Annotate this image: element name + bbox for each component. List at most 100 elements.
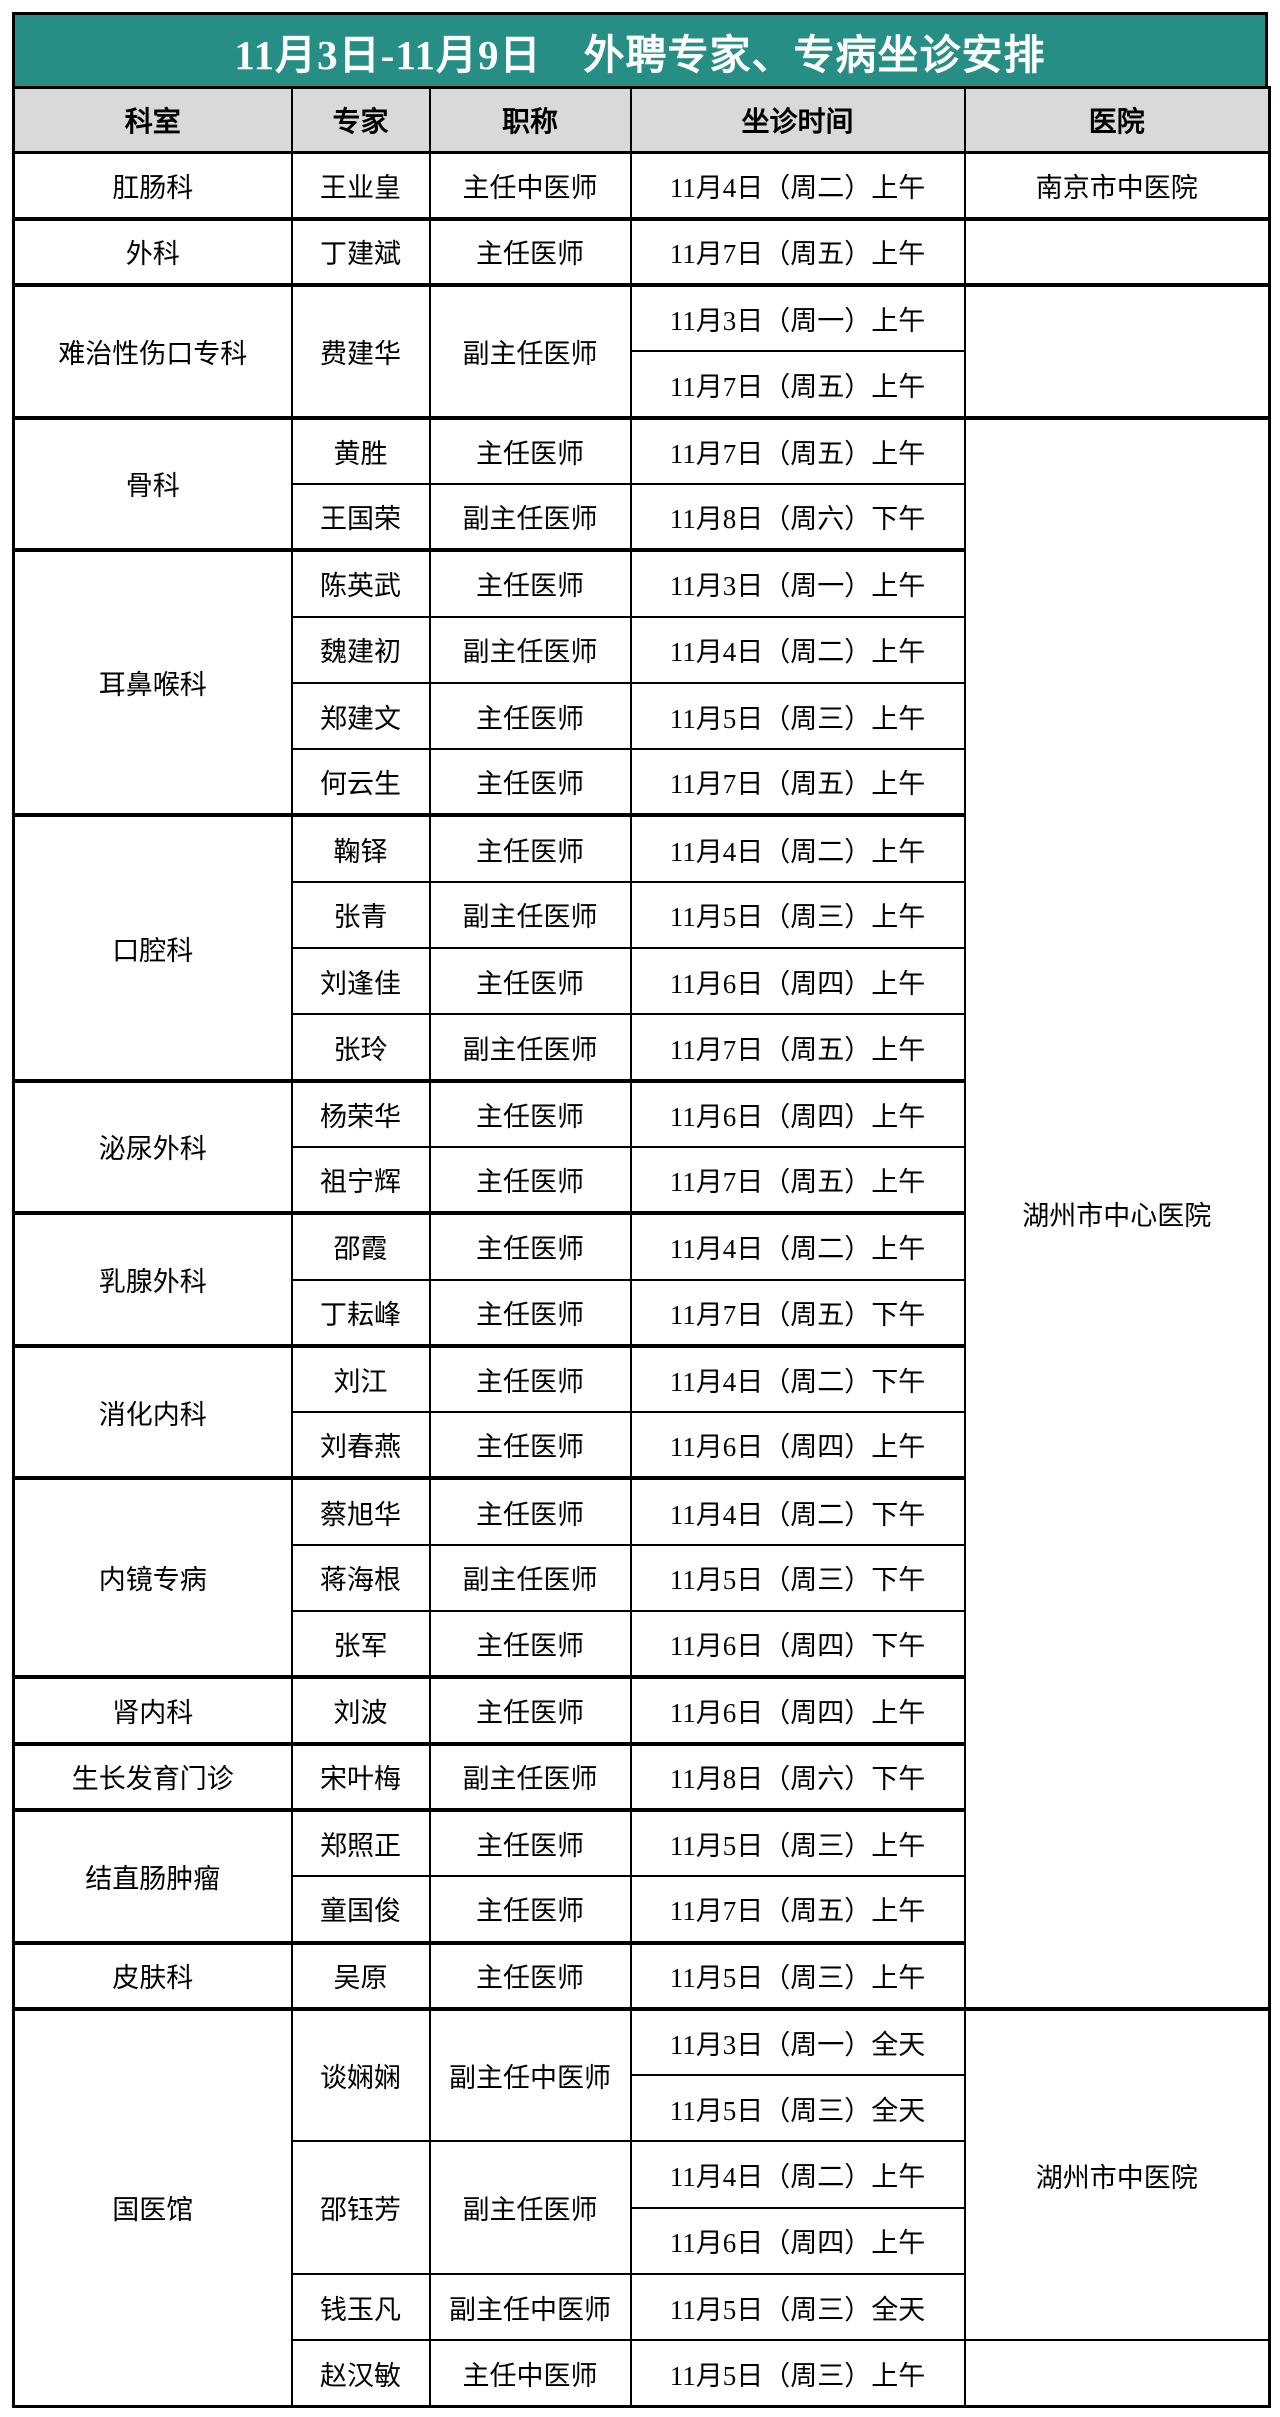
expert-cell: 张军: [290, 1610, 431, 1679]
dept-cell: 泌尿外科: [12, 1078, 293, 1215]
time-cell: 11月7日（周五）上午: [629, 350, 966, 419]
expert-cell: 丁建斌: [290, 216, 431, 287]
dept-cell: 结直肠肿瘤: [12, 1807, 293, 1944]
table-row: 刘逢佳 主任医师 11月6日（周四）上午: [14, 947, 1270, 1016]
title-cell: 主任医师: [428, 1940, 632, 2010]
expert-cell: 郑建文: [290, 681, 431, 751]
schedule-body: 肛肠科 王业皇 主任中医师 11月4日（周二）上午 南京市中医院 外科 丁建斌 主任医师 11月…: [12, 151, 1271, 2408]
table-row: 祖宁辉 主任医师 11月7日（周五）上午: [14, 1145, 1270, 1215]
table-row: 11月6日（周四）上午: [14, 2206, 1270, 2276]
table-row: 骨科 黄胜 主任医师 11月7日（周五）上午 湖州市中心医院: [12, 415, 1271, 2010]
expert-cell: 刘波: [290, 1675, 431, 1745]
expert-cell: 王国荣: [290, 482, 431, 552]
expert-cell: 刘春燕: [290, 1411, 431, 1480]
dept-cell: 外科: [12, 216, 293, 287]
title-cell: 主任医师: [428, 1078, 632, 1148]
column-header: 科室: [12, 86, 293, 154]
time-cell: 11月7日（周五）上午: [629, 415, 966, 485]
title-cell: 主任医师: [428, 681, 632, 751]
time-cell: 11月6日（周四）上午: [629, 947, 966, 1016]
time-cell: 11月6日（周四）下午: [629, 1610, 966, 1679]
time-cell: 11月5日（周三）上午: [629, 1940, 966, 2010]
expert-cell: 赵汉敏: [290, 2339, 431, 2408]
title-cell: 主任医师: [428, 813, 632, 883]
expert-cell: 童国俊: [290, 1875, 431, 1944]
hospital-cell: [963, 216, 1271, 287]
expert-cell: 陈英武: [290, 548, 431, 618]
time-cell: 11月4日（周二）上午: [629, 1211, 966, 1281]
table-row: 刘春燕 主任医师 11月6日（周四）上午: [14, 1411, 1270, 1480]
expert-cell: 鞠铎: [290, 813, 431, 883]
dept-cell: 消化内科: [12, 1343, 293, 1480]
title-cell: 主任医师: [428, 1211, 632, 1281]
dept-cell: 内镜专病: [12, 1476, 293, 1679]
time-cell: 11月4日（周二）上午: [629, 615, 966, 684]
table-row: 赵汉敏 主任中医师 11月5日（周三）上午: [14, 2339, 1271, 2408]
title-cell: 主任医师: [428, 1476, 632, 1546]
time-cell: 11月4日（周二）上午: [629, 2140, 966, 2209]
hospital-cell: 湖州市中心医院: [963, 415, 1271, 2010]
header-row: 科室 专家 职称 坐诊时间 医院: [12, 86, 1271, 154]
schedule-table: 科室 专家 职称 坐诊时间 医院 肛肠科 王业皇 主任中医师 11月4日（周二）上午 南京市中医…: [12, 86, 1271, 2409]
dept-cell: 国医馆: [12, 2006, 293, 2408]
time-cell: 11月3日（周一）上午: [629, 548, 966, 618]
title-cell: 副主任中医师: [428, 2006, 632, 2143]
time-cell: 11月5日（周三）上午: [629, 880, 966, 950]
time-cell: 11月5日（周三）下午: [629, 1543, 966, 1613]
title-cell: 主任医师: [428, 1278, 632, 1347]
expert-cell: 刘逢佳: [290, 947, 431, 1016]
column-header: 医院: [963, 86, 1271, 154]
table-row: 王国荣 副主任医师 11月8日（周六）下午: [14, 482, 1270, 552]
time-cell: 11月6日（周四）上午: [629, 1078, 966, 1148]
time-cell: 11月7日（周五）上午: [629, 748, 966, 817]
title-cell: 主任医师: [428, 1145, 632, 1215]
table-row: 钱玉凡 副主任中医师 11月5日（周三）全天: [14, 2272, 1270, 2342]
expert-cell: 祖宁辉: [290, 1145, 431, 1215]
time-cell: 11月5日（周三）上午: [629, 2339, 966, 2408]
expert-cell: 蒋海根: [290, 1543, 431, 1613]
column-header: 坐诊时间: [629, 86, 966, 154]
expert-cell: 钱玉凡: [290, 2272, 431, 2342]
schedule-sheet: 11月3日-11月9日 外聘专家、专病坐诊安排 科室 专家 职称 坐诊时间 医院 肛肠科…: [12, 12, 1271, 2409]
time-cell: 11月7日（周五）上午: [629, 1875, 966, 1944]
table-row: 魏建初 副主任医师 11月4日（周二）上午: [14, 615, 1270, 684]
time-cell: 11月3日（周一）全天: [629, 2006, 966, 2077]
hospital-cell: 南京市中医院: [963, 151, 1271, 220]
table-row: 肛肠科 王业皇 主任中医师 11月4日（周二）上午 南京市中医院: [12, 151, 1271, 220]
time-cell: 11月5日（周三）全天: [629, 2074, 966, 2143]
time-cell: 11月7日（周五）下午: [629, 1278, 966, 1347]
expert-cell: 何云生: [290, 748, 431, 817]
dept-cell: 肛肠科: [12, 151, 293, 220]
expert-cell: 谈娴娴: [290, 2006, 431, 2143]
time-cell: 11月4日（周二）下午: [629, 1476, 966, 1546]
table-row: 难治性伤口专科 费建华 副主任医师 11月3日（周一）上午: [12, 283, 1271, 419]
table-row: 何云生 主任医师 11月7日（周五）上午: [14, 748, 1270, 817]
column-header: 职称: [428, 86, 632, 154]
table-row: 郑建文 主任医师 11月5日（周三）上午: [14, 681, 1270, 751]
title-cell: 副主任医师: [428, 1741, 632, 1811]
title-cell: 主任医师: [428, 947, 632, 1016]
table-row: 内镜专病 蔡旭华 主任医师 11月4日（周二）下午: [12, 1476, 1270, 1679]
hospital-cell: 湖州市中医院: [963, 2006, 1271, 2342]
schedule-title: 11月3日-11月9日 外聘专家、专病坐诊安排: [12, 12, 1268, 86]
hospital-cell: [963, 2339, 1271, 2408]
column-header: 专家: [290, 86, 431, 154]
expert-cell: 邵钰芳: [290, 2140, 431, 2275]
expert-cell: 王业皇: [290, 151, 431, 220]
expert-cell: 张玲: [290, 1013, 431, 1082]
time-cell: 11月8日（周六）下午: [629, 1741, 966, 1811]
title-cell: 主任中医师: [428, 2339, 632, 2408]
title-cell: 主任医师: [428, 1875, 632, 1944]
title-cell: 主任医师: [428, 1411, 632, 1480]
title-cell: 主任医师: [428, 216, 632, 287]
table-row: 耳鼻喉科 陈英武 主任医师 11月3日（周一）上午: [12, 548, 1270, 817]
table-row: 肾内科 刘波 主任医师 11月6日（周四）上午: [12, 1675, 1270, 1745]
expert-cell: 邵霞: [290, 1211, 431, 1281]
table-row: 泌尿外科 杨荣华 主任医师 11月6日（周四）上午: [12, 1078, 1270, 1215]
title-cell: 主任医师: [428, 548, 632, 618]
table-row: 皮肤科 吴原 主任医师 11月5日（周三）上午: [12, 1940, 1270, 2010]
dept-cell: 乳腺外科: [12, 1211, 293, 1347]
time-cell: 11月6日（周四）上午: [629, 1675, 966, 1745]
time-cell: 11月5日（周三）上午: [629, 1807, 966, 1878]
